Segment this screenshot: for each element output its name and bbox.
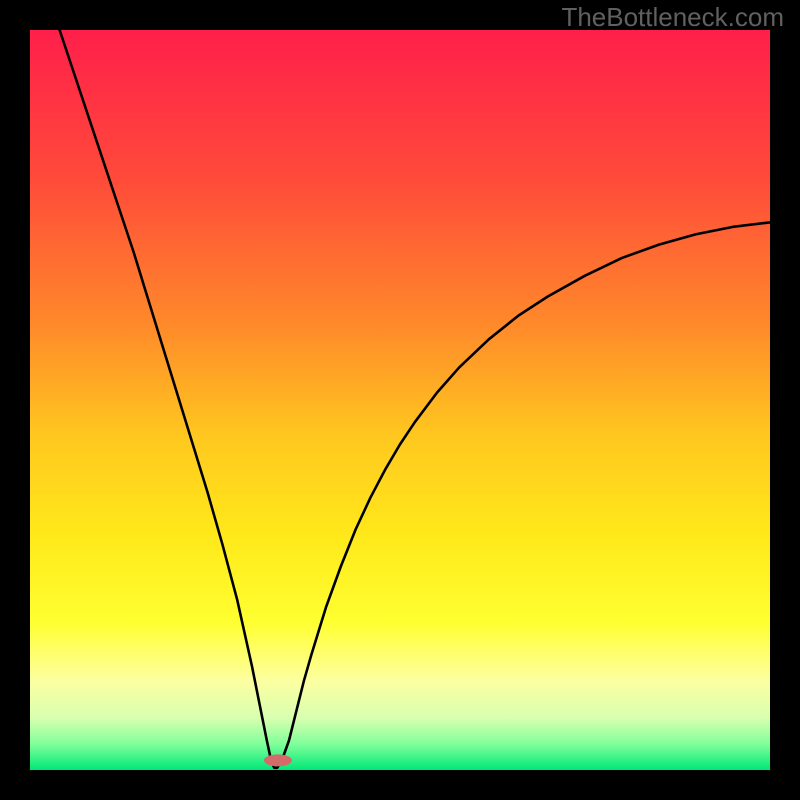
min-marker <box>264 754 292 766</box>
plot-area <box>30 30 770 770</box>
plot-background <box>30 30 770 770</box>
plot-svg <box>30 30 770 770</box>
watermark-text: TheBottleneck.com <box>561 2 784 33</box>
